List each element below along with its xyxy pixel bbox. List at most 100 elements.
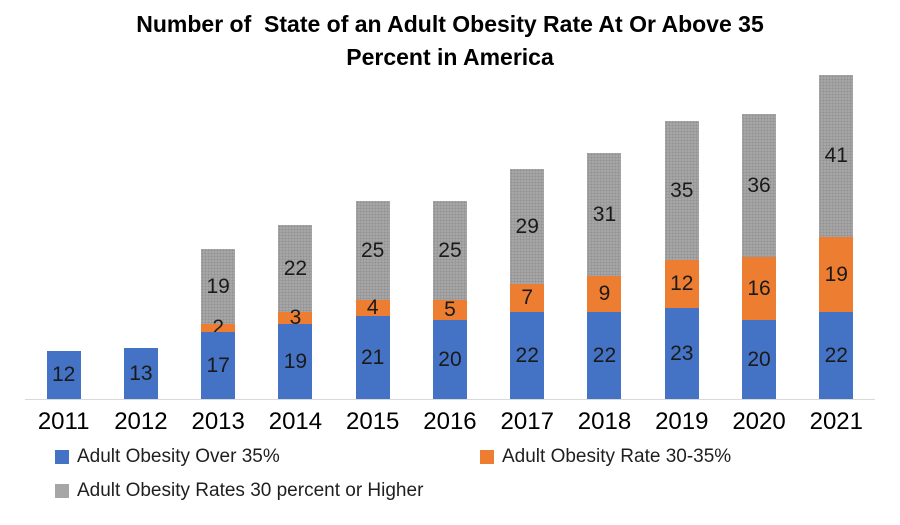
segment-2014-series-2: 22 [278,225,313,312]
data-label: 23 [670,341,694,365]
x-tick-2011: 2011 [37,408,90,435]
data-label: 17 [206,353,230,377]
chart-title: Number of State of an Adult Obesity Rate… [0,8,900,74]
data-label: 12 [670,272,694,295]
bar-2013: 19 2 17 [201,249,236,399]
segment-2016-series-0: 20 [432,320,467,399]
data-label: 13 [129,361,153,385]
segment-2018-series-1: 9 [587,276,622,312]
bar-slot-2020: 36 16 20 [720,69,797,399]
data-label: 9 [598,282,611,305]
x-tick-2017: 2017 [500,408,554,435]
segment-2015-series-2: 25 [355,201,390,300]
segment-2013-series-1: 2 [201,316,236,339]
data-label: 12 [51,363,76,386]
x-tick-2019: 2019 [655,408,709,435]
data-label: 19 [824,262,848,286]
bar-slot-2018: 31 9 22 [566,69,643,399]
legend-swatch-blue [55,450,69,464]
segment-2016-series-2: 25 [432,201,467,300]
data-label: 36 [747,173,771,197]
segment-2019-series-1: 12 [664,260,699,308]
segment-2014-series-1: 3 [278,306,313,329]
segment-2017-series-1: 7 [510,284,545,312]
data-label: 19 [206,274,230,298]
bar-2014: 22 3 19 [278,225,313,399]
segment-2015-series-1: 4 [355,296,390,319]
bar-slot-2011: 12 [25,69,102,399]
data-label: 22 [515,343,539,367]
segment-2017-series-2: 29 [510,169,545,284]
data-label: 22 [824,343,848,367]
bar-2011: 12 [46,351,81,399]
data-label: 22 [592,343,617,367]
x-tick-2015: 2015 [346,408,400,435]
bar-2019: 35 12 23 [664,121,699,399]
segment-2019-series-0: 23 [664,308,699,399]
x-axis: 2011 2012 2013 2014 2015 2016 2017 2018 2019 2020… [25,408,875,436]
segment-2020-series-1: 16 [742,257,777,320]
bar-slot-2016: 25 5 20 [411,69,488,399]
data-label: 20 [747,347,771,371]
segment-2014-series-0: 19 [278,324,313,399]
segment-2011-series-0: 12 [46,351,81,399]
segment-2016-series-1: 5 [432,298,467,321]
bar-2018: 31 9 22 [587,153,622,399]
x-tick-2013: 2013 [191,408,245,435]
data-label: 22 [283,256,308,280]
data-label: 20 [438,347,462,371]
x-tick-2012: 2012 [114,408,168,435]
segment-2020-series-0: 20 [742,320,777,399]
segment-2015-series-0: 21 [355,316,390,399]
segment-2021-series-2: 41 [819,75,854,237]
segment-2021-series-0: 22 [819,312,854,399]
x-tick-2016: 2016 [423,408,477,435]
x-tick-2018: 2018 [577,408,632,435]
bar-slot-2021: 41 19 22 [798,69,875,399]
data-label: 21 [361,345,385,369]
segment-2020-series-2: 36 [742,114,777,257]
bar-2015: 25 4 21 [355,201,390,399]
bars-row: 12 13 19 2 17 22 3 19 25 4 21 25 5 20 29 7 22 31 9 22 35 12 23… [25,69,875,399]
data-label: 25 [361,238,385,262]
x-tick-2021: 2021 [809,408,863,435]
legend-item-30-35: Adult Obesity Rate 30-35% [480,446,731,468]
bar-slot-2012: 13 [102,69,179,399]
segment-2012-series-0: 13 [123,348,158,399]
x-tick-2020: 2020 [732,408,786,435]
chart-title-line2: Percent in America [346,44,554,70]
bar-slot-2013: 19 2 17 [180,69,257,399]
legend-item-over-35: Adult Obesity Over 35% [55,446,280,468]
data-label: 29 [515,214,539,238]
legend-item-30-or-higher: Adult Obesity Rates 30 percent or Higher [55,480,423,502]
segment-2021-series-1: 19 [819,237,854,312]
data-label: 31 [592,202,617,226]
segment-2017-series-0: 22 [510,312,545,399]
data-label: 35 [670,178,694,202]
segment-2013-series-2: 19 [201,249,236,324]
legend-swatch-gray [55,484,69,498]
data-label: 41 [824,144,848,167]
legend-swatch-orange [480,450,494,464]
legend-label-30-35: Adult Obesity Rate 30-35% [502,446,732,467]
x-tick-2014: 2014 [268,408,323,435]
bar-2021: 41 19 22 [819,75,854,399]
data-label: 19 [283,349,308,373]
bar-2016: 25 5 20 [432,201,467,399]
segment-2013-series-0: 17 [201,332,236,399]
bar-slot-2019: 35 12 23 [643,69,720,399]
bar-slot-2014: 22 3 19 [257,69,334,399]
data-label: 7 [521,286,534,309]
plot-area: 12 13 19 2 17 22 3 19 25 4 21 25 5 20 29 7 22 31 9 22 35 12 23… [25,69,875,400]
bar-slot-2015: 25 4 21 [334,69,411,399]
segment-2018-series-0: 22 [587,312,622,399]
bar-slot-2017: 29 7 22 [489,69,566,399]
segment-2018-series-2: 31 [587,153,622,276]
data-label: 16 [747,276,771,300]
legend-label-30-or-higher: Adult Obesity Rates 30 percent or Higher [77,480,424,501]
segment-2019-series-2: 35 [664,121,699,260]
data-label: 5 [444,298,456,321]
bar-2020: 36 16 20 [742,114,777,399]
chart-title-line1: Number of State of an Adult Obesity Rate… [136,11,764,37]
